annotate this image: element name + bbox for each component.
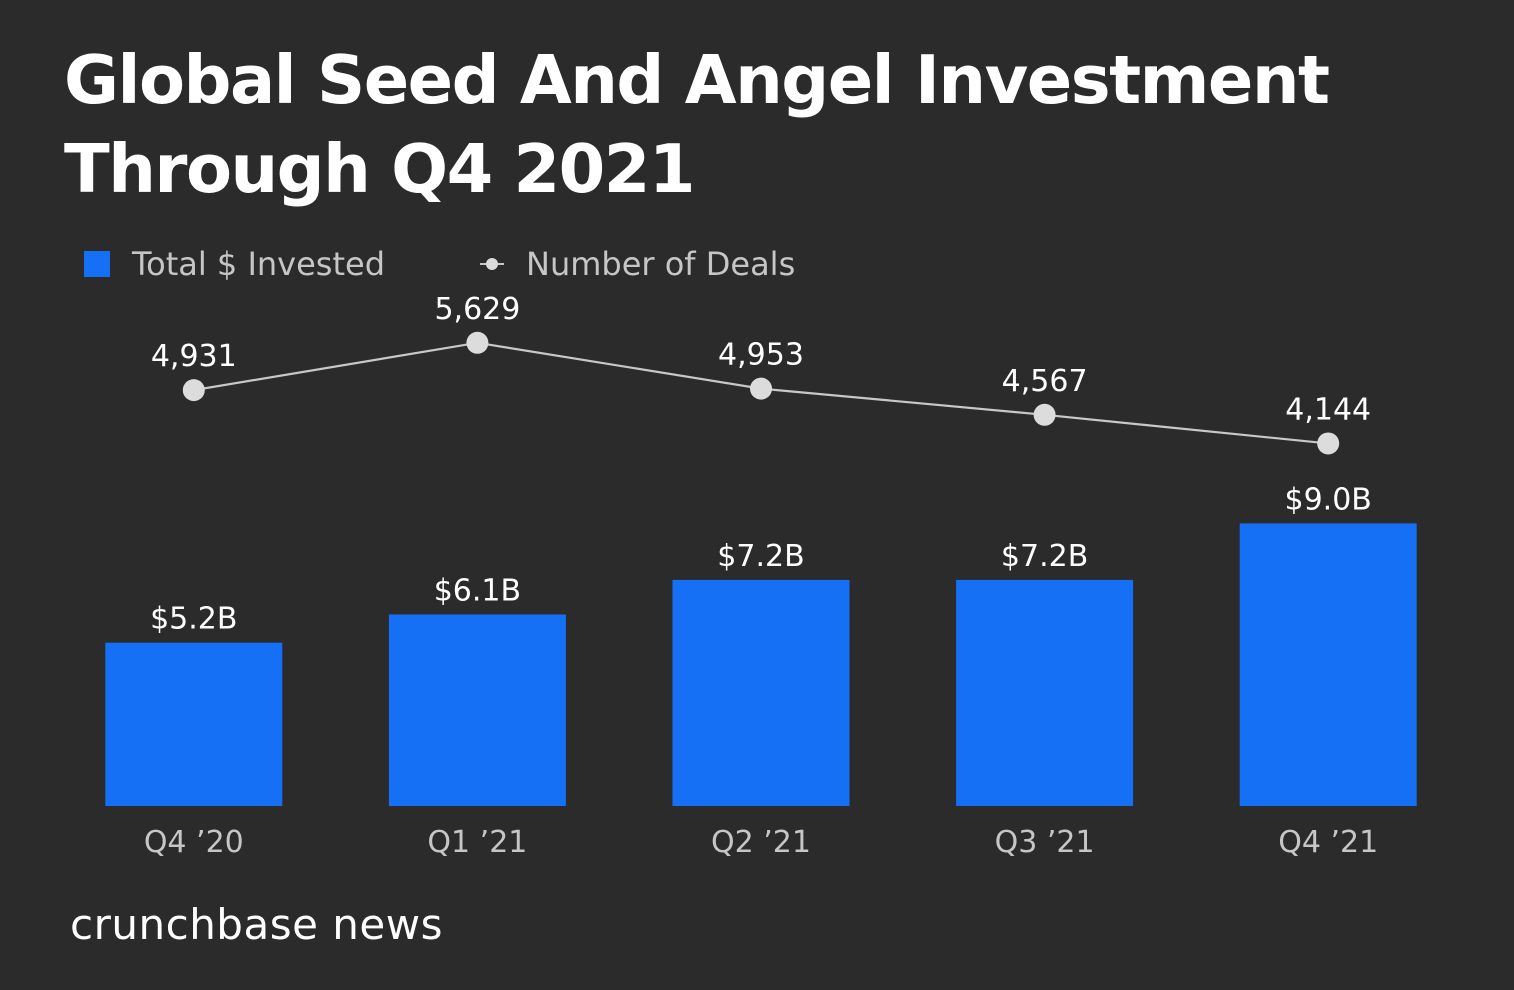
deals-value-label-0: 4,931	[151, 339, 237, 374]
x-tick-label-3: Q3 ’21	[995, 825, 1095, 860]
deals-point-3	[1033, 403, 1056, 426]
deals-point-2	[750, 377, 772, 400]
deals-point-1	[466, 331, 489, 354]
legend-line-marker-icon	[480, 252, 504, 276]
x-tick-label-0: Q4 ’20	[144, 825, 244, 860]
bar-value-label-3: $7.2B	[1001, 539, 1088, 574]
legend-item-number-of-deals: Number of Deals	[480, 244, 795, 284]
bar-2	[672, 579, 850, 806]
x-tick-label-4: Q4 ’21	[1278, 825, 1378, 860]
bar-4	[1239, 523, 1417, 806]
brand-logo-text: crunchbase news	[70, 900, 443, 949]
legend-label-number-of-deals: Number of Deals	[526, 245, 796, 283]
deals-point-0	[182, 379, 205, 402]
chart-title-line-1: Global Seed And Angel Investment	[64, 41, 1330, 119]
x-tick-label-1: Q1 ’21	[427, 825, 527, 860]
legend-item-total-invested: Total $ Invested	[84, 244, 385, 284]
chart-title: Global Seed And Angel Investment Through…	[64, 36, 1364, 214]
deals-point-4	[1317, 432, 1340, 455]
legend-bar-swatch-icon	[84, 251, 110, 277]
bar-value-label-0: $5.2B	[150, 602, 237, 637]
bar-1	[388, 614, 566, 806]
bar-3	[956, 579, 1134, 806]
deals-value-label-3: 4,567	[1002, 364, 1088, 399]
bar-value-label-2: $7.2B	[717, 539, 804, 574]
deals-value-label-4: 4,144	[1285, 392, 1371, 427]
bar-value-label-1: $6.1B	[434, 573, 521, 608]
bar-value-label-4: $9.0B	[1285, 482, 1372, 517]
deals-value-label-2: 4,953	[718, 338, 804, 373]
x-tick-label-2: Q2 ’21	[711, 825, 811, 860]
legend-label-total-invested: Total $ Invested	[132, 245, 385, 283]
bar-0	[105, 642, 283, 806]
chart-title-line-2: Through Q4 2021	[64, 130, 696, 208]
deals-value-label-1: 5,629	[434, 292, 520, 327]
